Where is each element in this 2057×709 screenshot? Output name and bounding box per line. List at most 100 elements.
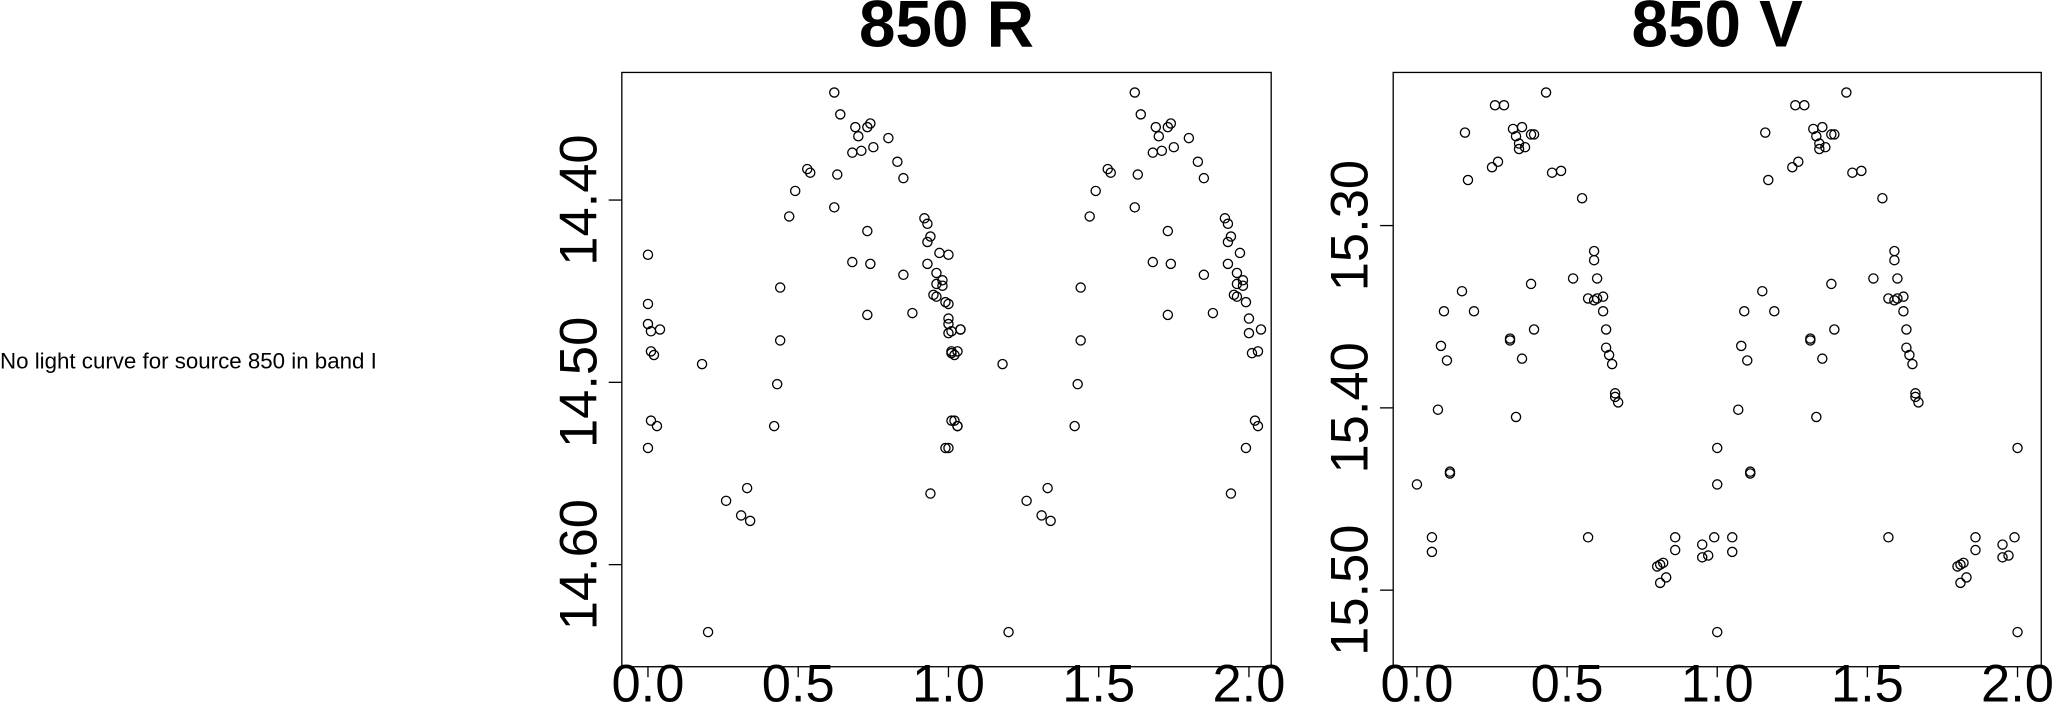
point (1567, 273, 1579, 284)
point (1075, 335, 1086, 346)
point (1237, 275, 1249, 286)
point (1459, 127, 1471, 138)
point (1898, 291, 1909, 302)
point (1805, 335, 1816, 346)
point (1910, 391, 1921, 403)
point (1817, 353, 1828, 364)
point (1435, 340, 1447, 352)
point (1069, 420, 1080, 432)
point (898, 269, 909, 281)
point (940, 442, 951, 454)
point (937, 280, 948, 291)
point (1606, 358, 1618, 370)
point (1660, 572, 1672, 583)
point (1525, 129, 1537, 140)
point (1702, 550, 1714, 561)
point (1742, 355, 1753, 366)
point (1411, 479, 1423, 490)
point (1799, 100, 1810, 111)
point (642, 442, 654, 454)
point (1219, 213, 1231, 224)
point (1513, 143, 1525, 155)
point (1516, 353, 1528, 364)
point (1841, 87, 1852, 98)
point (1150, 121, 1162, 133)
point (850, 121, 861, 133)
point (1600, 342, 1612, 353)
point (1847, 167, 1858, 178)
y-tick-label: 14.60 (550, 499, 608, 630)
point (997, 358, 1008, 370)
point (1817, 121, 1828, 133)
point (1090, 185, 1101, 197)
point (1787, 161, 1798, 173)
point (856, 145, 867, 157)
point (1225, 231, 1237, 242)
point (1733, 404, 1744, 415)
point (868, 141, 879, 153)
point (1877, 192, 1888, 204)
chart-title: 850 R (859, 0, 1034, 60)
point (1597, 291, 1609, 302)
point (955, 324, 966, 335)
point (789, 185, 801, 197)
point (1745, 468, 1756, 479)
point (1198, 269, 1210, 281)
point (1207, 307, 1219, 319)
point (1970, 532, 1981, 543)
point (1252, 346, 1264, 357)
point (2003, 550, 2014, 561)
point (774, 282, 786, 293)
point (1892, 293, 1903, 304)
point (883, 132, 894, 144)
point (1228, 289, 1240, 301)
point (741, 482, 753, 494)
point (1603, 349, 1615, 361)
point (1769, 306, 1780, 317)
point (1955, 559, 1966, 570)
x-tick-label: 1.5 (1062, 656, 1135, 709)
point (898, 172, 909, 184)
point (1129, 202, 1141, 213)
point (1003, 626, 1014, 638)
point (1153, 131, 1165, 142)
point (925, 488, 936, 499)
point (1504, 335, 1516, 346)
point (922, 236, 933, 248)
point (925, 231, 936, 242)
point (1814, 138, 1825, 149)
point (943, 442, 954, 454)
point (1883, 293, 1894, 304)
point (865, 118, 876, 129)
point (931, 267, 942, 279)
point (949, 349, 960, 361)
point (1492, 156, 1504, 168)
point (922, 218, 933, 229)
point (735, 510, 747, 521)
point (1555, 165, 1567, 177)
point (1240, 296, 1252, 308)
point (1222, 218, 1234, 229)
point (1525, 278, 1537, 290)
point (1510, 411, 1522, 423)
point (1793, 156, 1804, 168)
point (1513, 138, 1525, 149)
point (1192, 156, 1204, 168)
point (1600, 324, 1612, 335)
point (892, 156, 903, 168)
x-tick-label: 0.0 (1380, 656, 1453, 709)
point (1231, 278, 1243, 290)
point (1904, 349, 1915, 361)
point (1222, 258, 1234, 270)
point (648, 349, 660, 361)
point (1711, 479, 1723, 490)
point (1432, 404, 1444, 415)
point (1907, 358, 1918, 370)
point (1997, 552, 2008, 563)
point (952, 346, 963, 357)
point (1147, 147, 1159, 158)
point (943, 249, 954, 260)
point (934, 247, 945, 259)
point (1651, 561, 1663, 572)
point (931, 291, 942, 302)
